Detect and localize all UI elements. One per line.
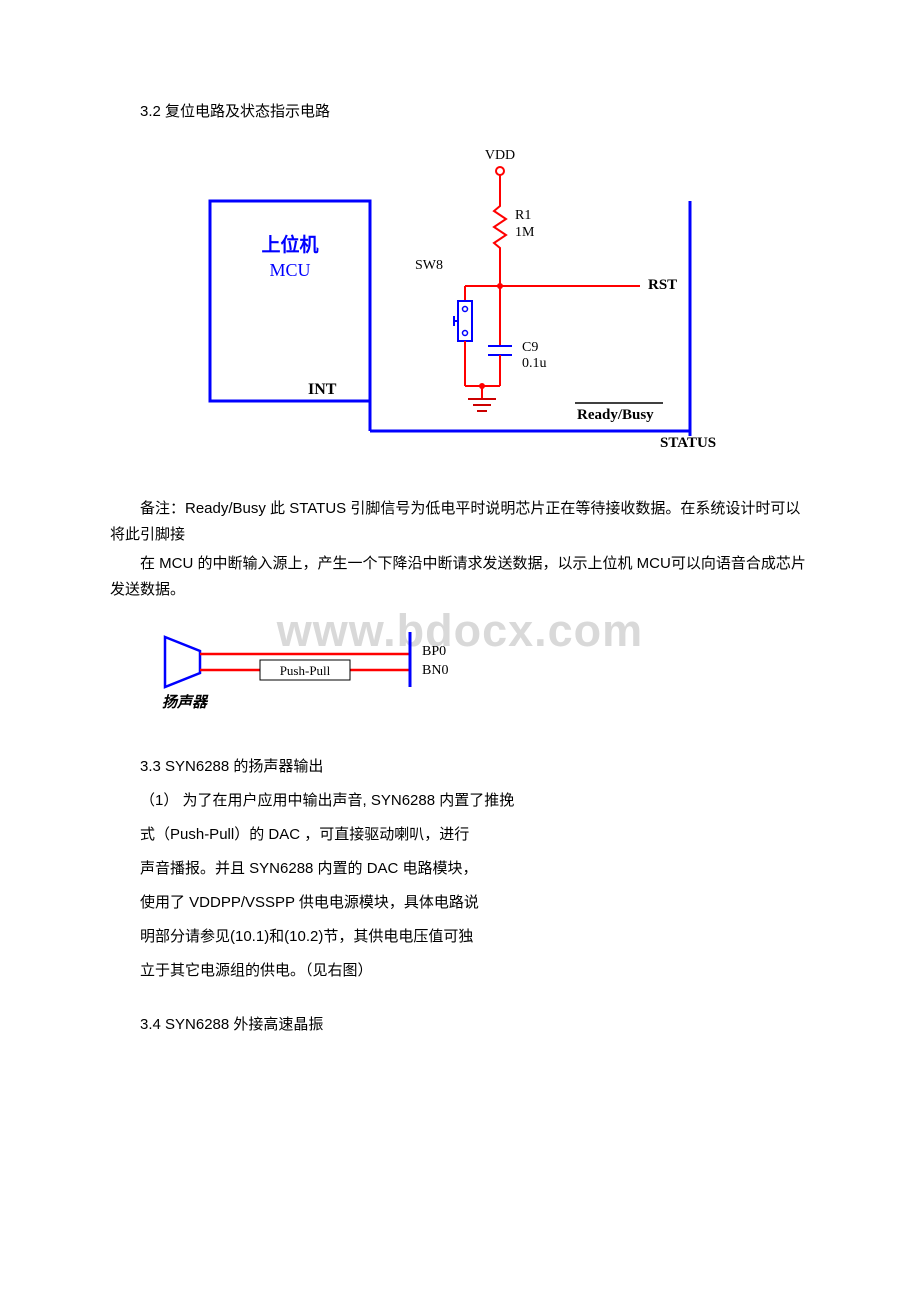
section-33-line5: 明部分请参见(10.1)和(10.2)节，其供电电压值可独 bbox=[110, 922, 810, 952]
svg-text:BN0: BN0 bbox=[422, 663, 448, 678]
section-32-remark: 备注：Ready/Busy 此 STATUS 引脚信号为低电平时说明芯片正在等待… bbox=[110, 496, 810, 547]
svg-text:Ready/Busy: Ready/Busy bbox=[577, 407, 654, 423]
diagram-speaker: Push-Pull BP0 BN0 扬声器 bbox=[160, 627, 810, 722]
svg-text:STATUS: STATUS bbox=[660, 435, 716, 451]
svg-text:RST: RST bbox=[648, 277, 677, 293]
section-33-line2: 式（Push-Pull）的 DAC ，可直接驱动喇叭，进行 bbox=[110, 820, 810, 850]
diagram-reset-circuit: 上位机 MCU INT VDD R1 1M SW8 RST bbox=[110, 141, 810, 466]
svg-text:上位机: 上位机 bbox=[261, 233, 318, 256]
section-34-title: 3.4 SYN6288 外接高速晶振 bbox=[110, 1010, 810, 1040]
svg-text:MCU: MCU bbox=[269, 260, 310, 280]
page-content: 3.2 复位电路及状态指示电路 上位机 MCU INT VDD R1 1M SW… bbox=[0, 0, 920, 1104]
section-33-line4: 使用了 VDDPP/VSSPP 供电电源模块，具体电路说 bbox=[110, 888, 810, 918]
svg-text:SW8: SW8 bbox=[415, 258, 443, 273]
section-33-title: 3.3 SYN6288 的扬声器输出 bbox=[110, 752, 810, 782]
svg-text:Push-Pull: Push-Pull bbox=[280, 663, 331, 678]
svg-text:C9: C9 bbox=[522, 340, 538, 355]
svg-text:INT: INT bbox=[308, 381, 337, 398]
svg-text:0.1u: 0.1u bbox=[522, 356, 547, 371]
section-32-title: 3.2 复位电路及状态指示电路 bbox=[110, 100, 810, 121]
section-33-line1: （1） 为了在用户应用中输出声音, SYN6288 内置了推挽 bbox=[110, 786, 810, 816]
svg-text:扬声器: 扬声器 bbox=[162, 694, 209, 711]
svg-text:1M: 1M bbox=[515, 225, 535, 240]
section-33-line6: 立于其它电源组的供电。（见右图） bbox=[110, 956, 810, 986]
svg-text:VDD: VDD bbox=[485, 148, 515, 163]
svg-text:BP0: BP0 bbox=[422, 644, 446, 659]
section-32-remark2: 在 MCU 的中断输入源上，产生一个下降沿中断请求发送数据，以示上位机 MCU可… bbox=[110, 551, 810, 602]
svg-text:R1: R1 bbox=[515, 208, 531, 223]
section-33-line3: 声音播报。并且 SYN6288 内置的 DAC 电路模块， bbox=[110, 854, 810, 884]
